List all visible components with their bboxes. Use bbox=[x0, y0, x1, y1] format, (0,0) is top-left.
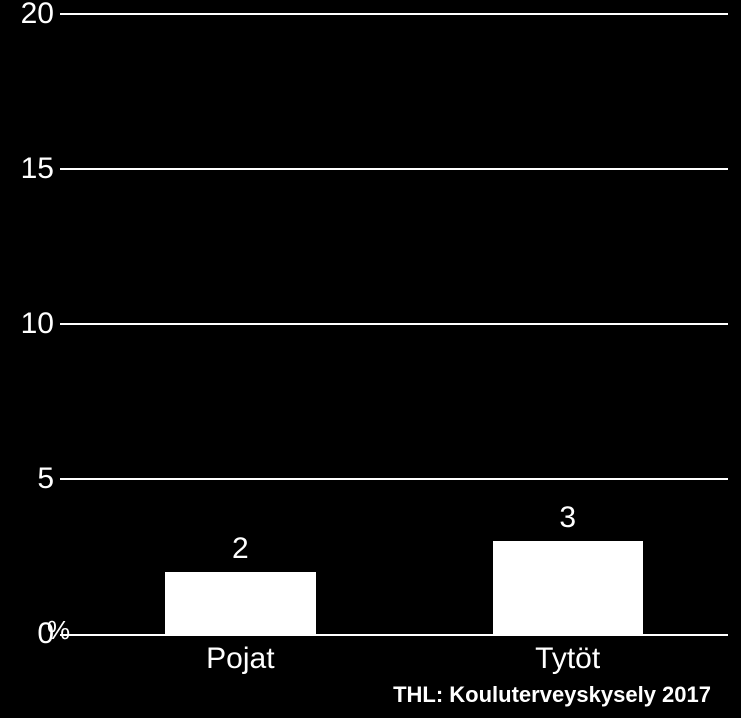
bar bbox=[165, 572, 315, 634]
y-axis-title: % bbox=[47, 615, 70, 646]
bar-value-label: 3 bbox=[559, 501, 576, 535]
y-tick-label: 20 bbox=[4, 0, 54, 31]
source-label: THL: Kouluterveyskysely 2017 bbox=[393, 682, 711, 708]
gridline bbox=[60, 13, 728, 15]
x-tick-label: Pojat bbox=[206, 642, 274, 676]
gridline bbox=[60, 168, 728, 170]
gridline bbox=[60, 478, 728, 480]
x-tick-label: Tytöt bbox=[535, 642, 600, 676]
bar-chart: 05101520%2Pojat3TytötTHL: Kouluterveysky… bbox=[0, 0, 741, 718]
bar-value-label: 2 bbox=[232, 532, 249, 566]
y-tick-label: 15 bbox=[4, 152, 54, 186]
y-tick-label: 5 bbox=[4, 462, 54, 496]
gridline bbox=[60, 323, 728, 325]
bar bbox=[493, 541, 643, 634]
y-tick-label: 10 bbox=[4, 307, 54, 341]
plot-area bbox=[60, 14, 728, 636]
